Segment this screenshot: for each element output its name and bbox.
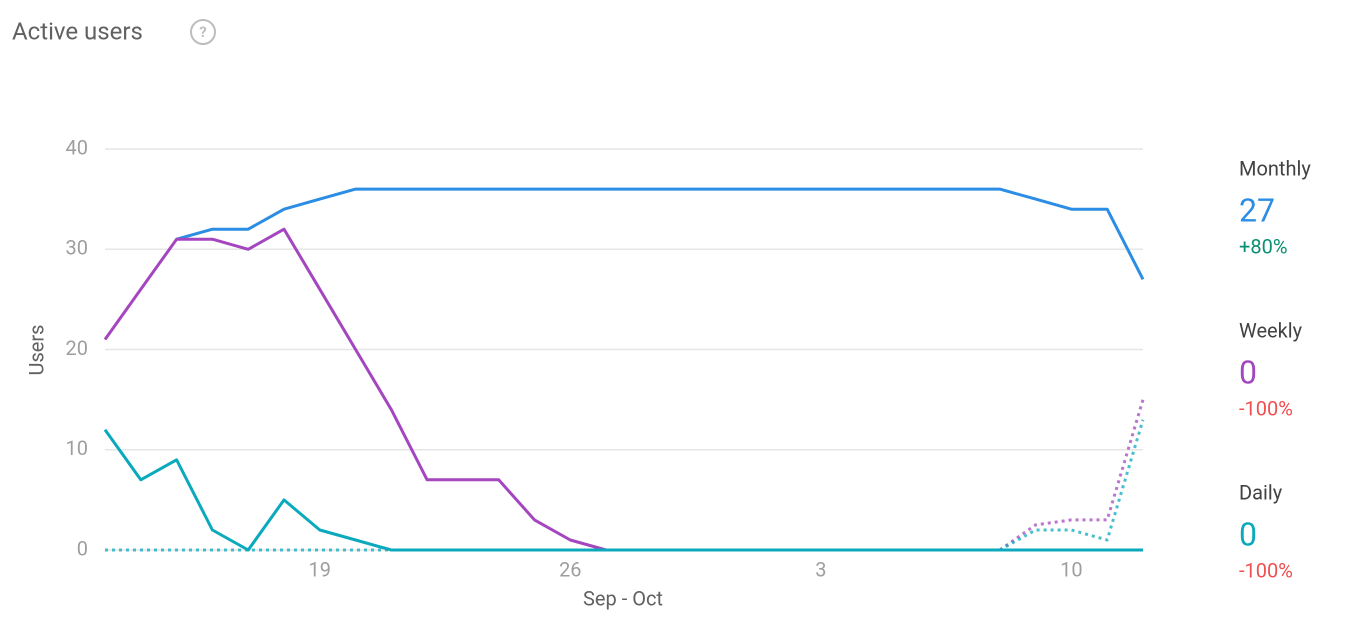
legend-name: Weekly <box>1239 318 1303 342</box>
x-tick-label: 3 <box>815 557 826 581</box>
legend-value: 27 <box>1239 191 1275 229</box>
x-tick-label: 26 <box>559 557 581 581</box>
y-tick-label: 20 <box>66 336 88 360</box>
x-tick-label: 10 <box>1060 557 1082 581</box>
legend-change: -100% <box>1239 396 1293 420</box>
x-axis-label: Sep - Oct <box>583 586 663 610</box>
y-axis-label: Users <box>24 325 48 376</box>
legend-value: 0 <box>1239 353 1257 391</box>
chart-title: Active users <box>12 17 143 45</box>
y-tick-label: 30 <box>66 236 88 260</box>
line <box>103 227 1143 552</box>
dotted-line <box>998 399 1145 552</box>
help-icon-glyph[interactable]: ? <box>199 23 206 41</box>
legend-name: Daily <box>1239 480 1283 504</box>
legend-change: -100% <box>1239 558 1293 582</box>
x-tick-label: 19 <box>309 557 331 581</box>
legend-value: 0 <box>1239 515 1257 553</box>
legend-name: Monthly <box>1239 156 1311 180</box>
dotted-line <box>105 419 1145 552</box>
line <box>103 428 1143 552</box>
y-tick-label: 0 <box>77 536 88 560</box>
line <box>176 187 1145 280</box>
help-icon[interactable] <box>190 19 216 45</box>
y-tick-label: 10 <box>66 436 88 460</box>
y-tick-label: 40 <box>66 135 88 159</box>
legend-change: +80% <box>1239 234 1287 258</box>
